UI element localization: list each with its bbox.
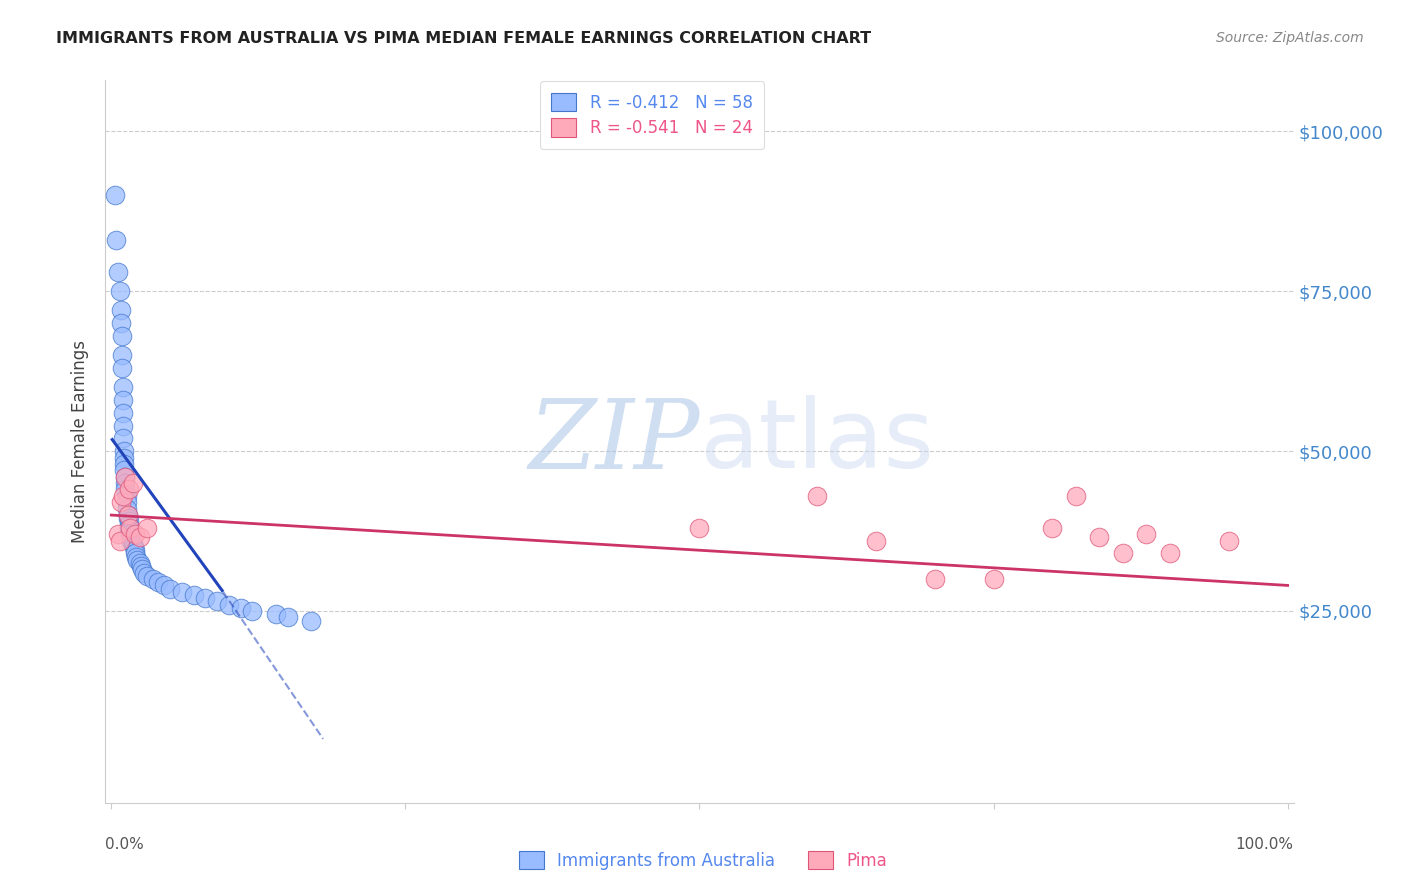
Point [107,527,129,541]
Point [121,537,143,551]
Point [110,316,132,330]
Point [107,265,129,279]
Point [114,476,136,491]
Text: Source: ZipAtlas.com: Source: ZipAtlas.com [1216,31,1364,45]
Point [115,501,138,516]
Point [112,450,135,465]
Point [128,531,150,545]
Point [120,524,142,538]
Point [205,594,228,608]
Point [111,348,134,362]
Point [299,614,322,628]
Point [122,540,145,554]
Point [112,444,135,458]
Point [112,380,135,394]
Point [115,489,138,503]
Point [148,575,170,590]
Point [277,610,299,624]
Point [125,549,148,564]
Point [120,531,142,545]
Point [112,463,135,477]
Point [112,418,135,433]
Point [108,533,131,548]
Point [117,508,139,522]
Point [124,546,146,560]
Point [108,285,131,299]
Point [1159,546,1181,560]
Legend: Immigrants from Australia, Pima: Immigrants from Australia, Pima [512,845,894,877]
Point [127,553,149,567]
Point [159,582,181,596]
Point [120,527,142,541]
Point [111,329,134,343]
Point [112,406,135,420]
Point [194,591,217,606]
Point [114,469,136,483]
Point [242,604,264,618]
Text: atlas: atlas [700,395,935,488]
Point [120,521,142,535]
Point [129,559,152,574]
Point [118,517,141,532]
Point [104,188,127,202]
Point [117,508,139,522]
Point [1218,533,1240,548]
Point [135,521,157,535]
Point [120,533,142,548]
Point [134,566,156,580]
Text: IMMIGRANTS FROM AUSTRALIA VS PIMA MEDIAN FEMALE EARNINGS CORRELATION CHART: IMMIGRANTS FROM AUSTRALIA VS PIMA MEDIAN… [56,31,872,46]
Point [105,233,128,247]
Point [264,607,287,622]
Point [110,495,132,509]
Point [135,569,157,583]
Point [1088,531,1111,545]
Point [689,521,711,535]
Point [983,572,1005,586]
Point [218,598,240,612]
Text: 100.0%: 100.0% [1236,838,1294,853]
Point [112,431,135,445]
Point [114,483,136,497]
Point [170,584,193,599]
Point [112,489,135,503]
Point [865,533,887,548]
Point [1064,489,1087,503]
Point [141,572,163,586]
Point [112,457,135,471]
Text: ZIP: ZIP [529,394,700,489]
Point [1135,527,1157,541]
Point [1112,546,1135,560]
Point [111,361,134,376]
Point [115,495,138,509]
Point [924,572,946,586]
Point [110,303,132,318]
Point [118,521,141,535]
Point [183,588,205,602]
Point [153,578,176,592]
Point [1040,521,1063,535]
Y-axis label: Median Female Earnings: Median Female Earnings [72,340,90,543]
Point [128,556,150,570]
Point [806,489,828,503]
Point [131,562,153,576]
Point [118,483,141,497]
Legend: R = -0.412   N = 58, R = -0.541   N = 24: R = -0.412 N = 58, R = -0.541 N = 24 [540,81,765,149]
Point [124,543,146,558]
Point [114,469,136,483]
Point [121,476,143,491]
Point [124,527,146,541]
Point [117,511,139,525]
Point [118,515,141,529]
Point [112,392,135,407]
Point [229,600,252,615]
Text: 0.0%: 0.0% [105,838,145,853]
